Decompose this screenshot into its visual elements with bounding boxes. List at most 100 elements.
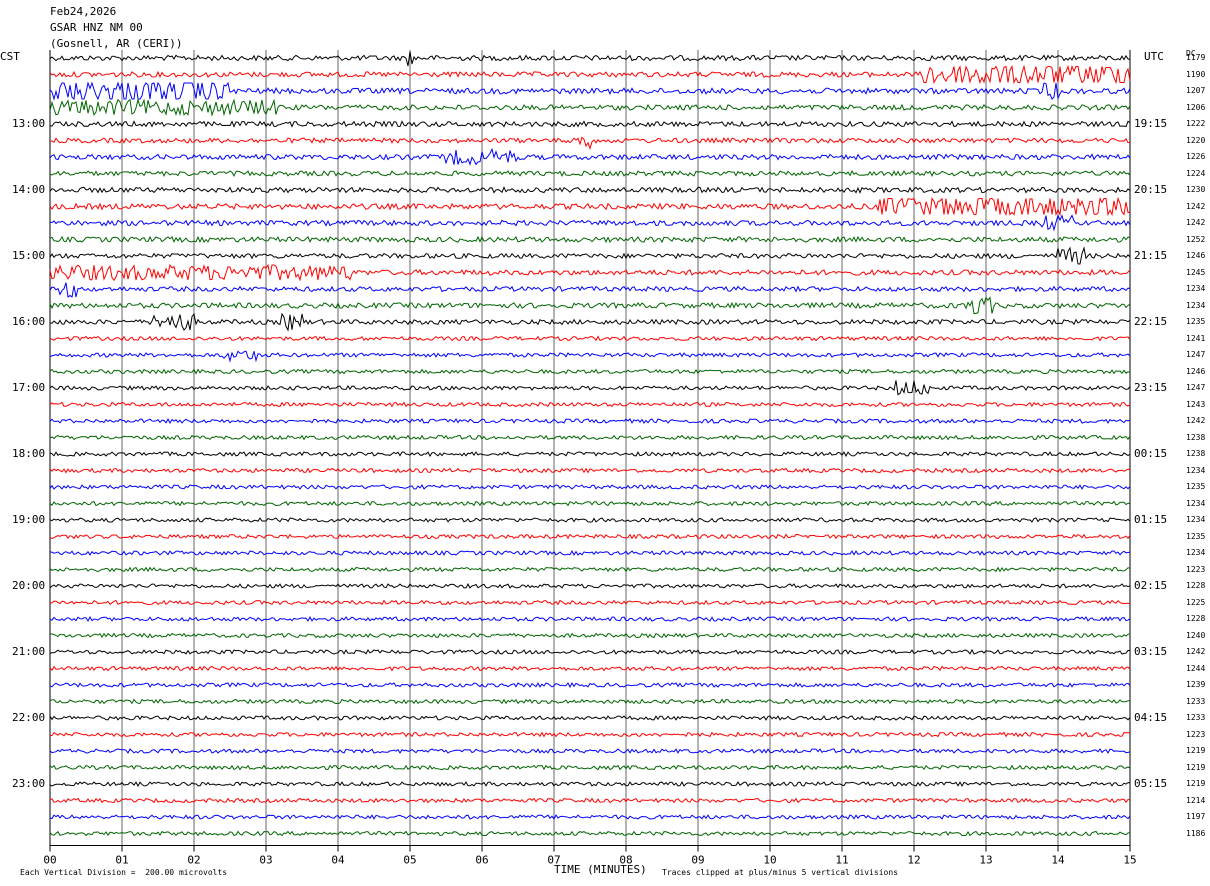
x-axis: 00 01 02 03 04 05 06 07 08 09 10 11 12 13 14 15 xyxy=(43,845,1137,867)
x-tick-label-12: 12 xyxy=(907,854,920,867)
trace-row-43 xyxy=(49,764,1131,771)
trace-row-19 xyxy=(49,368,1131,375)
x-tick-label-14: 14 xyxy=(1051,854,1065,867)
left-hour-label: 15:00 xyxy=(12,249,46,262)
dc-offset-label: 1240 xyxy=(1186,630,1206,640)
trace-row-11 xyxy=(49,235,1131,244)
trace-row-16 xyxy=(49,312,1131,332)
trace-row-31 xyxy=(49,566,1131,573)
trace-group xyxy=(49,51,1131,837)
time-grid xyxy=(49,50,1131,850)
dc-offset-label: 1241 xyxy=(1186,333,1206,343)
dc-offset-label: 1197 xyxy=(1186,812,1206,821)
trace-row-45 xyxy=(49,797,1131,804)
dc-offset-label: 1239 xyxy=(1186,680,1206,689)
left-hour-label: 18:00 xyxy=(12,447,46,460)
trace-row-15 xyxy=(49,296,1131,314)
dc-offset-label: 1233 xyxy=(1186,713,1206,722)
trace-row-10 xyxy=(49,214,1131,232)
trace-row-39 xyxy=(49,698,1130,705)
dc-offset-label: 1214 xyxy=(1186,795,1206,805)
right-hour-label: 20:15 xyxy=(1134,183,1168,196)
trace-row-26 xyxy=(49,484,1131,490)
left-hour-label: 13:00 xyxy=(12,117,46,130)
trace-row-0 xyxy=(49,51,1131,67)
left-timezone-label: CST xyxy=(0,50,20,63)
trace-row-12 xyxy=(49,246,1131,265)
clip-note: Traces clipped at plus/minus 5 vertical … xyxy=(662,868,899,877)
dc-offset-label: 1246 xyxy=(1186,251,1206,260)
x-tick-label-10: 10 xyxy=(763,854,776,867)
dc-offset-label: 1235 xyxy=(1186,531,1206,541)
trace-row-46 xyxy=(49,814,1131,820)
plot-header: Feb24,2026 GSAR HNZ NM 00 (Gosnell, AR (… xyxy=(50,4,182,52)
trace-row-34 xyxy=(49,616,1131,623)
dc-offset-label: 1234 xyxy=(1186,284,1206,293)
trace-row-24 xyxy=(49,451,1131,458)
dc-offset-label: 1242 xyxy=(1186,647,1206,656)
trace-row-44 xyxy=(49,781,1131,788)
dc-offset-label: 1206 xyxy=(1186,102,1206,112)
dc-offset-label: 1234 xyxy=(1186,465,1206,475)
dc-offset-label: 1247 xyxy=(1186,350,1206,359)
left-hour-label: 21:00 xyxy=(12,645,46,658)
x-tick-label-00: 00 xyxy=(43,854,56,867)
scale-note: Each Vertical Division = 200.00 microvol… xyxy=(20,868,228,877)
dc-offset-label: 1234 xyxy=(1186,515,1206,524)
dc-offset-label: 1234 xyxy=(1186,300,1206,310)
right-hour-label: 05:15 xyxy=(1134,777,1168,790)
left-hour-label: 17:00 xyxy=(12,381,46,394)
dc-header-label: DC xyxy=(1186,49,1196,58)
trace-row-23 xyxy=(49,434,1131,441)
trace-row-8 xyxy=(49,186,1131,194)
dc-offset-label: 1186 xyxy=(1186,828,1206,838)
trace-row-13 xyxy=(49,263,1131,282)
trace-row-41 xyxy=(49,731,1130,738)
dc-offset-label: 1235 xyxy=(1186,482,1206,491)
dc-offset-label: 1222 xyxy=(1186,119,1206,128)
left-hour-label: 19:00 xyxy=(12,513,46,526)
dc-offset-label: 1230 xyxy=(1186,185,1206,194)
trace-row-7 xyxy=(49,170,1131,177)
right-hour-label: 02:15 xyxy=(1134,579,1168,592)
dc-offset-label: 1247 xyxy=(1186,383,1206,392)
trace-row-5 xyxy=(49,136,1131,151)
left-hour-label: 23:00 xyxy=(12,777,46,790)
dc-offset-label: 1228 xyxy=(1186,581,1206,590)
trace-row-35 xyxy=(49,632,1131,639)
dc-offset-label: 1190 xyxy=(1186,69,1206,79)
dc-offset-label: 1234 xyxy=(1186,498,1206,508)
date-label: Feb24,2026 xyxy=(50,5,117,18)
x-tick-label-09: 09 xyxy=(691,854,704,867)
trace-row-17 xyxy=(49,335,1131,342)
right-hour-label: 03:15 xyxy=(1134,645,1168,658)
dc-offset-label: 1246 xyxy=(1186,366,1206,376)
trace-row-42 xyxy=(49,748,1131,754)
trace-row-29 xyxy=(49,533,1131,540)
left-hour-label: 16:00 xyxy=(12,315,46,328)
trace-row-20 xyxy=(49,380,1131,396)
x-tick-label-07: 07 xyxy=(547,854,560,867)
x-tick-label-04: 04 xyxy=(331,854,345,867)
dc-offset-label: 1234 xyxy=(1186,548,1206,557)
right-hour-label: 22:15 xyxy=(1134,315,1168,328)
dc-offset-label: 1207 xyxy=(1186,86,1206,95)
left-hour-label: 22:00 xyxy=(12,711,46,724)
trace-row-33 xyxy=(49,599,1131,606)
dc-offset-label: 1226 xyxy=(1186,152,1206,161)
dc-offset-label: 1244 xyxy=(1186,663,1206,673)
dc-offset-label: 1219 xyxy=(1186,762,1206,772)
dc-offset-label: 1238 xyxy=(1186,449,1206,458)
dc-offset-label: 1223 xyxy=(1186,564,1206,574)
trace-row-14 xyxy=(49,282,1131,298)
x-tick-label-08: 08 xyxy=(619,854,632,867)
trace-row-36 xyxy=(49,648,1131,655)
dc-offset-label: 1233 xyxy=(1186,696,1206,706)
left-hour-label: 14:00 xyxy=(12,183,46,196)
trace-row-27 xyxy=(49,500,1131,507)
dc-offset-label: 1223 xyxy=(1186,729,1206,739)
trace-row-9 xyxy=(49,196,1131,217)
trace-row-22 xyxy=(49,418,1131,425)
dc-offset-label: 1235 xyxy=(1186,317,1206,326)
